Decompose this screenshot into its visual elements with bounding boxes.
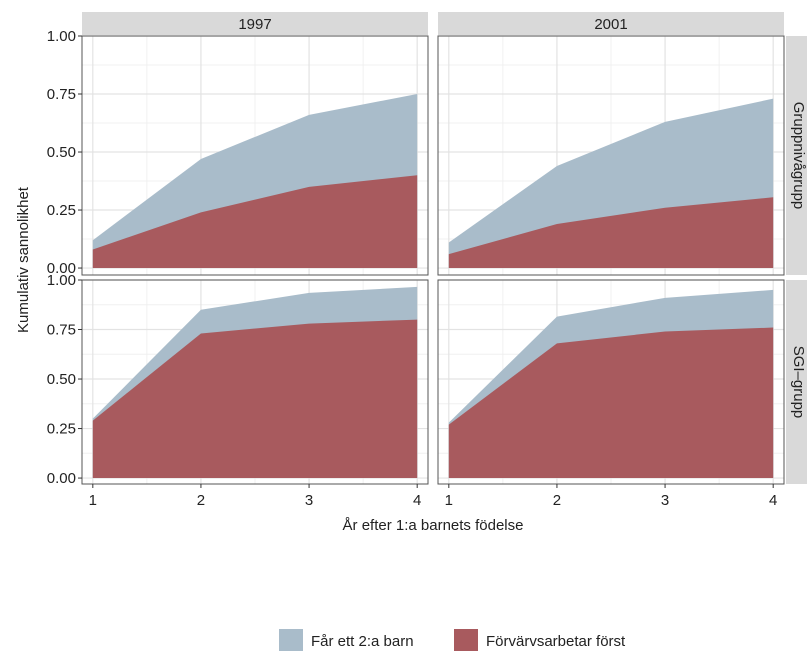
x-tick-label: 4 [413, 492, 421, 509]
x-tick-label: 2 [197, 492, 205, 509]
area-f-rv-rvsarbetar-f-rst-2001-sgi-grupp [448, 327, 774, 479]
x-tick-label: 3 [305, 492, 313, 509]
facet-strip-gruppniv-grupp [786, 36, 807, 275]
x-tick-label: 3 [661, 492, 669, 509]
area-f-rv-rvsarbetar-f-rst-1997-sgi-grupp [92, 319, 418, 479]
y-tick-label: 0.50 [47, 144, 76, 161]
panel-1997-sgi-grupp-border [81, 279, 429, 485]
y-tick-label: 0.75 [47, 86, 76, 103]
y-tick-label: 0.75 [47, 322, 76, 339]
area-f-rv-rvsarbetar-f-rst-1997-gruppniv-grupp [92, 175, 418, 269]
x-tick-label: 1 [445, 492, 453, 509]
x-tick-label: 2 [553, 492, 561, 509]
facet-strip-2001 [438, 12, 784, 35]
panel-2001-sgi-grupp-border [437, 279, 785, 485]
area-f-rv-rvsarbetar-f-rst-2001-gruppniv-grupp [448, 197, 774, 269]
x-tick-label: 4 [769, 492, 777, 509]
y-tick-label: 1.00 [47, 272, 76, 289]
y-tick-label: 0.00 [47, 470, 76, 487]
legend-swatch-f-r-ett-2-a-barn [279, 629, 303, 651]
facet-strip-sgi-grupp [786, 280, 807, 484]
y-tick-label: 1.00 [47, 28, 76, 45]
y-tick-label: 0.50 [47, 371, 76, 388]
panel-1997-gruppniv-grupp-border [81, 35, 429, 276]
x-tick-label: 1 [89, 492, 97, 509]
facet-label-gruppniv-grupp: Gruppnivågrupp [790, 102, 807, 210]
panel-2001-gruppniv-grupp-border [437, 35, 785, 276]
y-tick-label: 0.25 [47, 202, 76, 219]
y-axis-title: Kumulativ sannolikhet [15, 186, 32, 333]
facet-label-2001: 2001 [594, 16, 627, 33]
legend-swatch-f-rv-rvsarbetar-f-rst [454, 629, 478, 651]
facet-strip-1997 [82, 12, 428, 35]
legend-label-f-rv-rvsarbetar-f-rst: Förvärvsarbetar först [486, 633, 626, 650]
facet-label-1997: 1997 [238, 16, 271, 33]
facet-label-sgi-grupp: SGI–grupp [790, 346, 807, 419]
x-axis-title: År efter 1:a barnets födelse [343, 517, 524, 534]
legend-label-f-r-ett-2-a-barn: Får ett 2:a barn [311, 633, 414, 650]
y-tick-label: 0.25 [47, 421, 76, 438]
y-tick-label: 0.00 [47, 260, 76, 277]
